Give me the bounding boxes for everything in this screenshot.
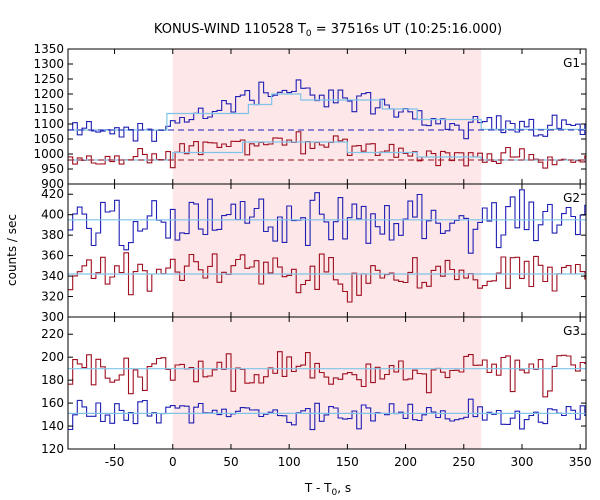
x-tick-label: 250	[452, 455, 475, 469]
series-g1-red	[68, 131, 586, 169]
series-g3-blue	[68, 398, 586, 431]
series-g2-red	[68, 252, 586, 303]
y-tick-label: 1000	[33, 147, 64, 161]
y-tick-label: 400	[41, 208, 64, 222]
y-tick-label: 340	[41, 269, 64, 283]
y-tick-label: 120	[41, 442, 64, 456]
panel-frame-g3	[67, 316, 587, 450]
x-axis-label-suffix: , s	[337, 481, 351, 495]
y-tick-label: 1050	[33, 132, 64, 146]
y-tick-label: 1300	[33, 57, 64, 71]
x-tick-label: 50	[223, 455, 238, 469]
y-tick-label: 220	[41, 327, 64, 341]
x-axis-label-prefix: T - T	[304, 481, 332, 495]
x-tick-label: 100	[278, 455, 301, 469]
x-tick-label: 150	[336, 455, 359, 469]
x-tick-label: 0	[169, 455, 177, 469]
x-axis-label-subscript: 0	[332, 488, 338, 498]
highlight-interval	[172, 49, 482, 449]
lightcurve-g2-red	[68, 252, 586, 303]
y-tick-label: 1250	[33, 72, 64, 86]
y-tick-label: 1350	[33, 42, 64, 56]
series-g1-blue	[68, 79, 586, 142]
y-tick-label: 900	[41, 177, 64, 191]
y-tick-label: 300	[41, 310, 64, 324]
x-tick-label: 200	[394, 455, 417, 469]
y-tick-label: 140	[41, 419, 64, 433]
y-tick-label: 950	[41, 162, 64, 176]
lightcurve-g3-red	[68, 351, 586, 398]
series-g3-red	[68, 351, 586, 398]
panel-label-g1: G1	[563, 56, 580, 70]
y-tick-label: 380	[41, 228, 64, 242]
x-tick-label: 350	[569, 455, 592, 469]
panel-g3: 120 140 160 180 200 220 G3	[41, 316, 587, 456]
y-tick-label: 160	[41, 396, 64, 410]
lightcurve-g3-blue	[68, 398, 586, 431]
panel-label-g2: G2	[563, 191, 580, 205]
plot-area: 90095010001050110011501200125013001350G1…	[33, 42, 591, 469]
fit-g1-red	[68, 141, 586, 161]
lightcurve-g2-blue	[68, 189, 586, 254]
x-tick-label: -50	[105, 455, 125, 469]
y-tick-label: 360	[41, 249, 64, 263]
y-tick-label: 420	[41, 187, 64, 201]
x-tick-label: 300	[511, 455, 534, 469]
panel-g2: 300 320 340 360 380 400 420 G2	[41, 183, 587, 324]
y-tick-label: 1200	[33, 87, 64, 101]
fit-g1-blue	[68, 93, 586, 131]
chart-title-subscript: 0	[306, 29, 312, 39]
y-tick-label: 1100	[33, 117, 64, 131]
panel-label-g3: G3	[563, 324, 580, 338]
chart-title-prefix: KONUS-WIND 110528 T	[154, 22, 306, 37]
x-axis-label: T - T0, s	[304, 481, 351, 498]
y-axis-label: counts / sec	[5, 214, 19, 286]
chart-title: KONUS-WIND 110528 T0 = 37516s UT (10:25:…	[154, 22, 502, 39]
chart-title-suffix: = 37516s UT (10:25:16.000)	[312, 22, 502, 37]
y-tick-label: 320	[41, 290, 64, 304]
y-tick-label: 1150	[33, 102, 64, 116]
y-tick-label: 180	[41, 373, 64, 387]
series-g2-blue	[68, 189, 586, 254]
y-tick-label: 200	[41, 350, 64, 364]
